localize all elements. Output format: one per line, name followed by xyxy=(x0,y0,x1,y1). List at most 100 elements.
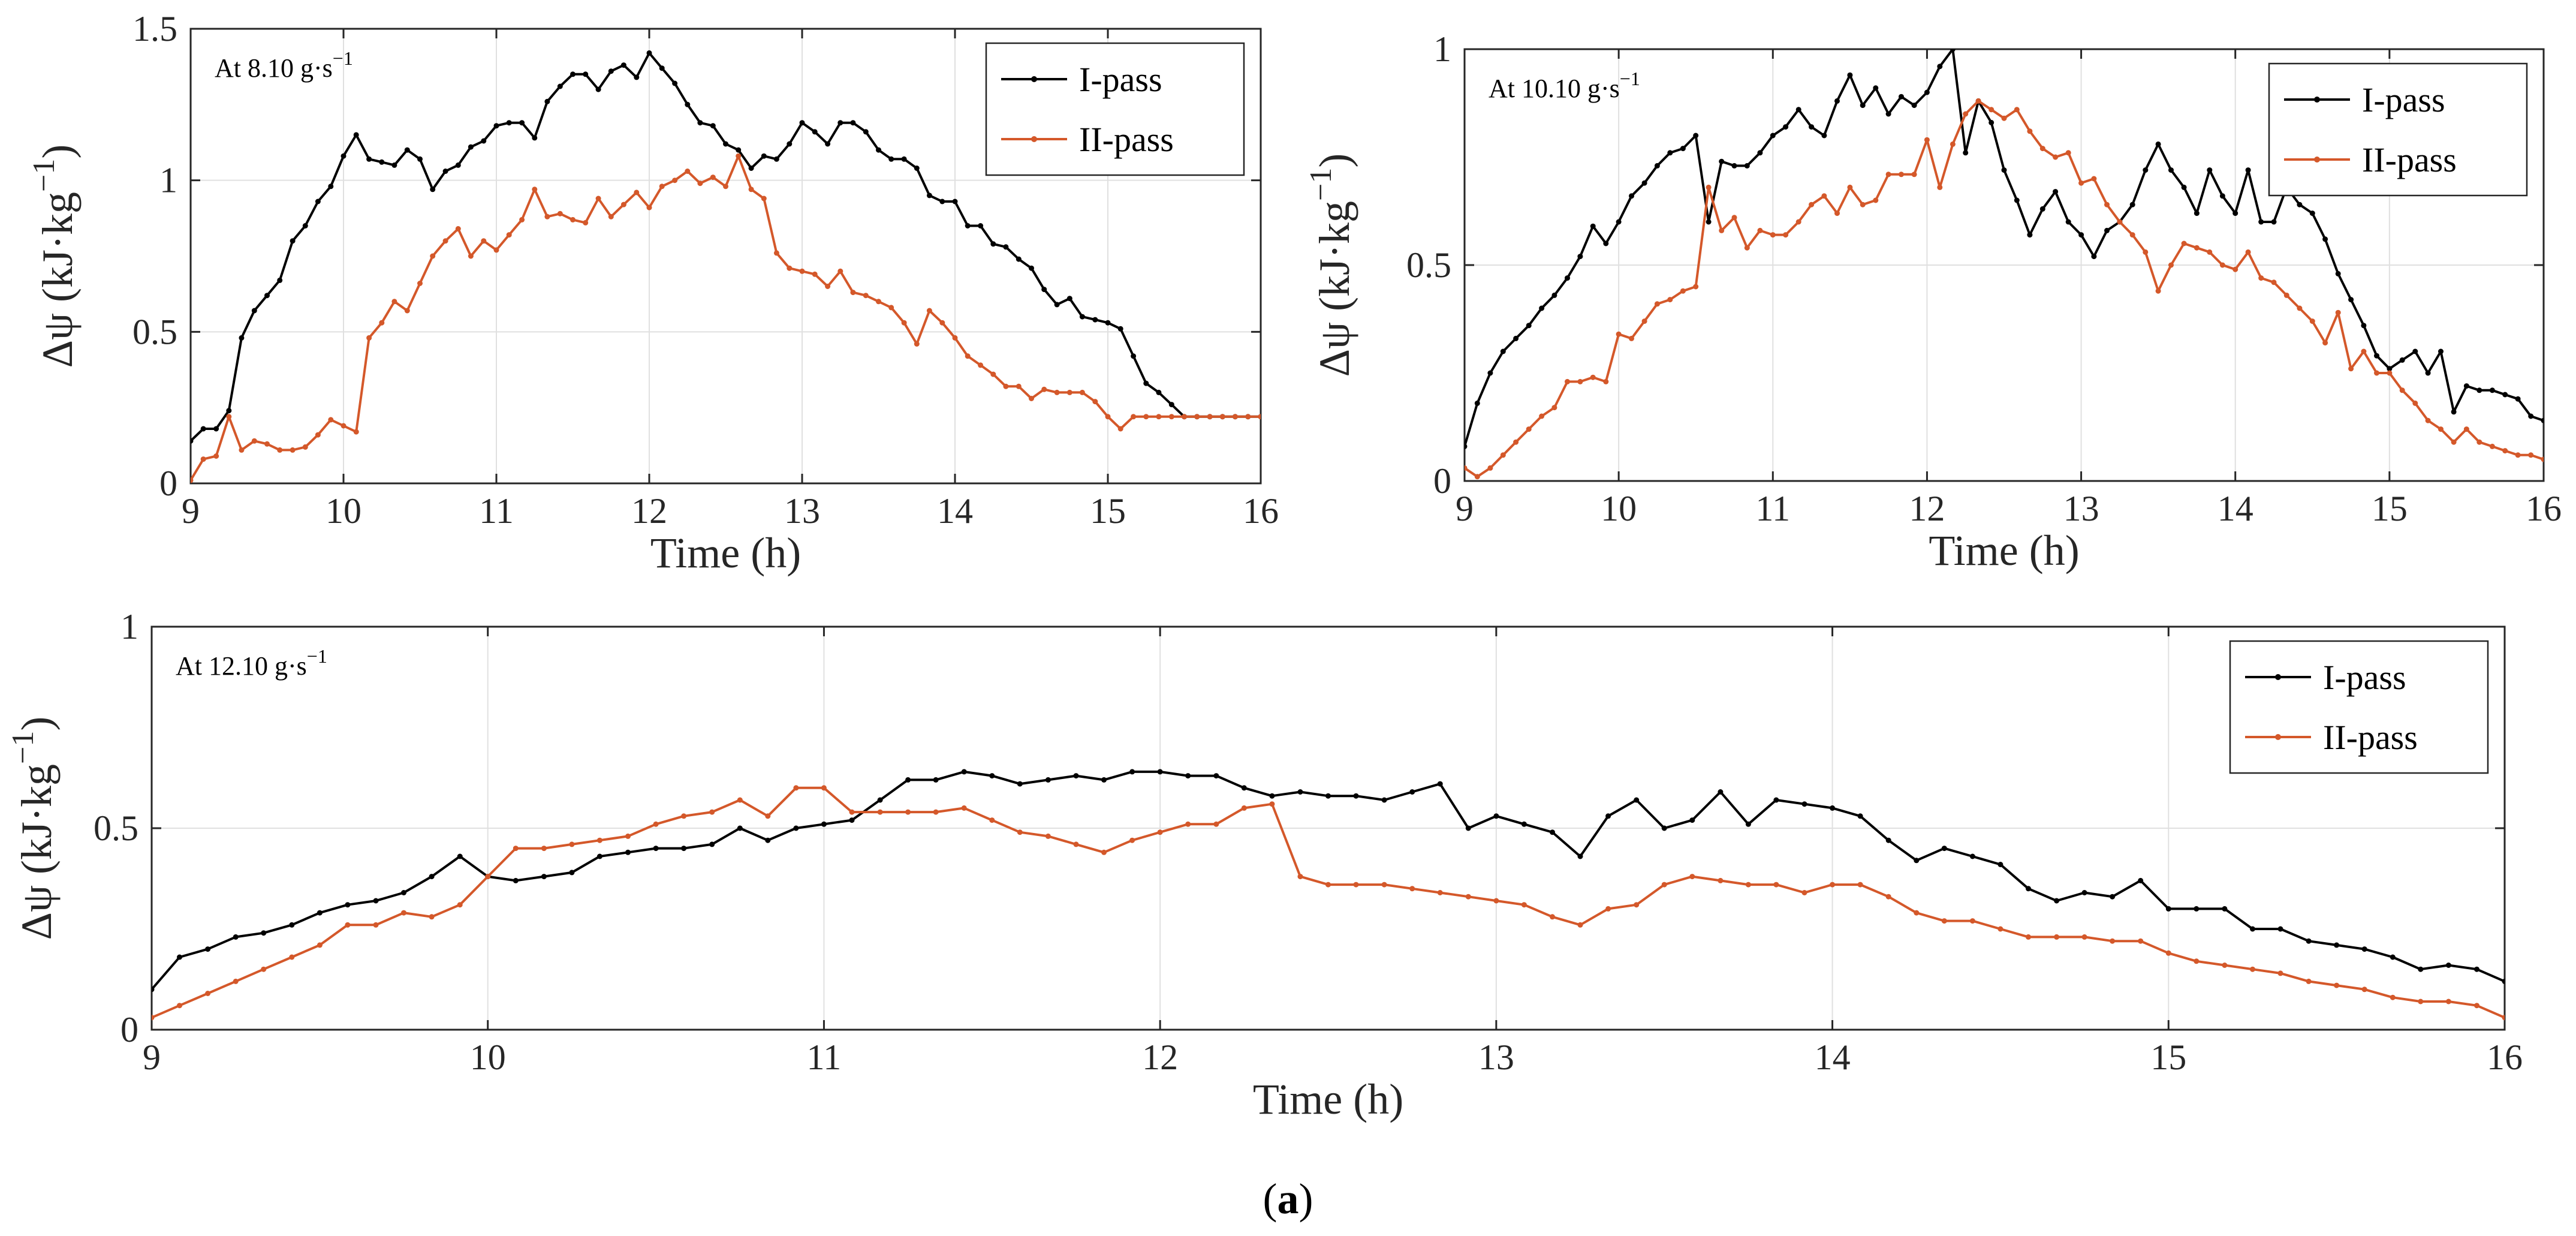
data-point xyxy=(2222,963,2228,968)
data-point xyxy=(1213,821,1219,827)
data-point xyxy=(2418,999,2424,1005)
data-point xyxy=(379,159,385,165)
x-tick-label: 12 xyxy=(1142,1037,1178,1077)
data-point xyxy=(723,184,728,190)
data-point xyxy=(1590,223,1596,229)
data-point xyxy=(2390,954,2396,960)
data-point xyxy=(2489,387,2495,393)
data-point xyxy=(765,837,771,843)
data-point xyxy=(239,447,245,453)
data-point xyxy=(905,809,911,815)
data-point xyxy=(697,181,703,187)
data-point xyxy=(634,190,640,196)
data-point xyxy=(672,80,678,86)
data-point xyxy=(1873,197,1879,203)
data-point xyxy=(519,216,525,222)
data-point xyxy=(888,305,894,311)
data-point xyxy=(2418,966,2424,972)
data-point xyxy=(1105,414,1111,420)
data-point xyxy=(608,68,614,74)
data-point xyxy=(2165,906,2171,912)
flow-rate-annotation-main: At 12.10 g·s xyxy=(176,651,307,681)
data-point xyxy=(2322,340,2328,346)
data-point xyxy=(1801,890,1807,895)
data-point xyxy=(191,438,194,444)
data-point xyxy=(261,966,267,972)
series-ii-pass xyxy=(191,153,1261,483)
data-point xyxy=(2078,232,2084,238)
data-point xyxy=(442,238,448,244)
data-point xyxy=(914,166,920,171)
data-point xyxy=(1654,301,1660,307)
data-point xyxy=(1745,882,1751,888)
data-point xyxy=(1924,89,1930,95)
data-point xyxy=(1885,837,1891,843)
data-point xyxy=(544,98,550,104)
legend: I-pass II-pass xyxy=(2268,62,2528,197)
series-ii-pass xyxy=(152,785,2505,1021)
data-point xyxy=(1937,184,1943,190)
x-tick-label: 16 xyxy=(2487,1037,2523,1077)
data-point xyxy=(2451,439,2457,445)
data-point xyxy=(1066,296,1072,302)
data-point xyxy=(1539,305,1545,311)
data-point xyxy=(2374,370,2379,376)
y-axis-label-close: ) xyxy=(13,717,61,731)
data-point xyxy=(430,253,436,259)
data-point xyxy=(1847,72,1853,78)
data-point xyxy=(177,954,182,960)
data-point xyxy=(1667,150,1673,156)
data-point xyxy=(2502,392,2508,398)
data-point xyxy=(226,408,232,414)
data-point xyxy=(646,205,652,210)
data-point xyxy=(978,223,984,228)
data-point xyxy=(2334,982,2340,988)
data-point xyxy=(2143,249,2149,255)
x-axis-label: Time (h) xyxy=(1929,527,2079,575)
data-point xyxy=(1487,370,1493,376)
data-point xyxy=(914,341,920,347)
data-point xyxy=(620,62,626,68)
data-point xyxy=(2027,128,2033,134)
data-point xyxy=(569,841,575,847)
data-point xyxy=(2110,938,2116,944)
data-point xyxy=(2528,452,2534,458)
data-point xyxy=(404,147,410,153)
data-point xyxy=(990,371,996,377)
data-point xyxy=(1885,111,1891,117)
data-point xyxy=(1131,353,1137,359)
data-point xyxy=(541,874,547,880)
data-point xyxy=(1809,124,1815,130)
data-point xyxy=(2138,938,2144,944)
data-point xyxy=(850,290,856,296)
data-point xyxy=(709,841,715,847)
data-point xyxy=(2297,202,2303,207)
y-axis-label: Δψ (kJ·kg−1) xyxy=(6,717,61,940)
data-point xyxy=(709,809,715,815)
data-point xyxy=(1054,302,1060,308)
data-point xyxy=(625,849,631,855)
data-point xyxy=(2053,154,2059,160)
data-point xyxy=(2515,452,2521,458)
data-point xyxy=(1969,918,1975,924)
data-point xyxy=(1605,813,1611,819)
data-point xyxy=(1101,777,1107,783)
data-point xyxy=(888,156,894,162)
data-point xyxy=(1706,184,1712,190)
data-point xyxy=(787,141,793,147)
data-point xyxy=(200,456,206,462)
data-point xyxy=(1634,797,1640,803)
data-point xyxy=(952,335,958,341)
data-point xyxy=(1073,773,1079,779)
data-point xyxy=(1182,414,1187,420)
data-point xyxy=(2194,210,2200,216)
data-point xyxy=(391,162,397,168)
data-point xyxy=(373,898,379,904)
data-point xyxy=(1661,882,1667,888)
data-point xyxy=(353,429,359,435)
data-point xyxy=(1143,380,1149,386)
data-point xyxy=(1770,133,1776,139)
data-point xyxy=(417,281,423,286)
data-point xyxy=(2138,877,2144,883)
